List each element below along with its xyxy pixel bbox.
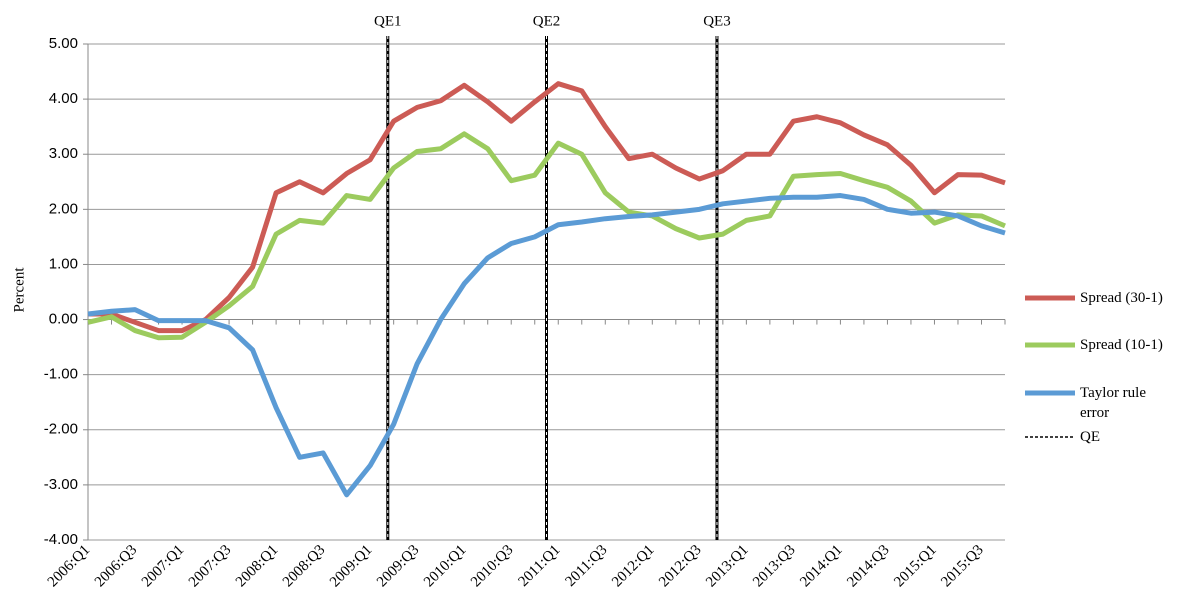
y-tick-label: 1.00 — [49, 255, 78, 272]
series-line — [87, 193, 1006, 498]
y-tick-label: -3.00 — [44, 476, 78, 493]
x-tick-label: 2008:Q1 — [233, 542, 281, 590]
x-tick-label: 2011:Q3 — [562, 542, 610, 590]
legend-label: QE — [1080, 429, 1100, 445]
x-tick-label: 2011:Q1 — [515, 542, 563, 590]
x-tick-label: 2010:Q3 — [468, 542, 516, 590]
x-tick-label: 2014:Q3 — [844, 542, 892, 590]
legend-label: Spread (30-1) — [1080, 290, 1163, 306]
y-tick-label: 5.00 — [49, 35, 78, 52]
legend-label: Spread (10-1) — [1080, 337, 1163, 353]
y-tick-label: -4.00 — [44, 531, 78, 548]
x-tick-label: 2010:Q1 — [421, 542, 469, 590]
legend-label: Taylor rule error — [1080, 385, 1147, 421]
y-tick-label: 4.00 — [49, 90, 78, 107]
y-tick-label: 0.00 — [49, 311, 78, 328]
x-tick-label: 2007:Q3 — [186, 542, 234, 590]
x-tick-label: 2008:Q3 — [280, 542, 328, 590]
y-tick-label: 3.00 — [49, 145, 78, 162]
x-tick-label: 2015:Q3 — [938, 542, 986, 590]
qe-label: QE2 — [533, 13, 561, 29]
series-line — [88, 81, 1006, 334]
x-tick-label: 2013:Q1 — [703, 542, 751, 590]
x-tick-label: 2007:Q1 — [139, 542, 187, 590]
x-tick-label: 2009:Q3 — [374, 542, 422, 590]
x-tick-label: 2012:Q1 — [609, 542, 657, 590]
x-tick-label: 2006:Q1 — [45, 542, 93, 590]
y-tick-label: -1.00 — [44, 366, 78, 383]
x-tick-label: 2015:Q1 — [891, 542, 939, 590]
x-tick-label: 2012:Q3 — [656, 542, 704, 590]
x-tick-label: 2014:Q1 — [797, 542, 845, 590]
series-line — [87, 131, 1006, 341]
qe-label: QE1 — [374, 13, 402, 29]
y-tick-label: 2.00 — [49, 200, 78, 217]
x-tick-label: 2013:Q3 — [750, 542, 798, 590]
qe-label: QE3 — [703, 13, 731, 29]
x-tick-label: 2009:Q1 — [327, 542, 375, 590]
y-axis-title: Percent — [11, 267, 27, 313]
x-tick-label: 2006:Q3 — [92, 542, 140, 590]
y-tick-label: -2.00 — [44, 421, 78, 438]
